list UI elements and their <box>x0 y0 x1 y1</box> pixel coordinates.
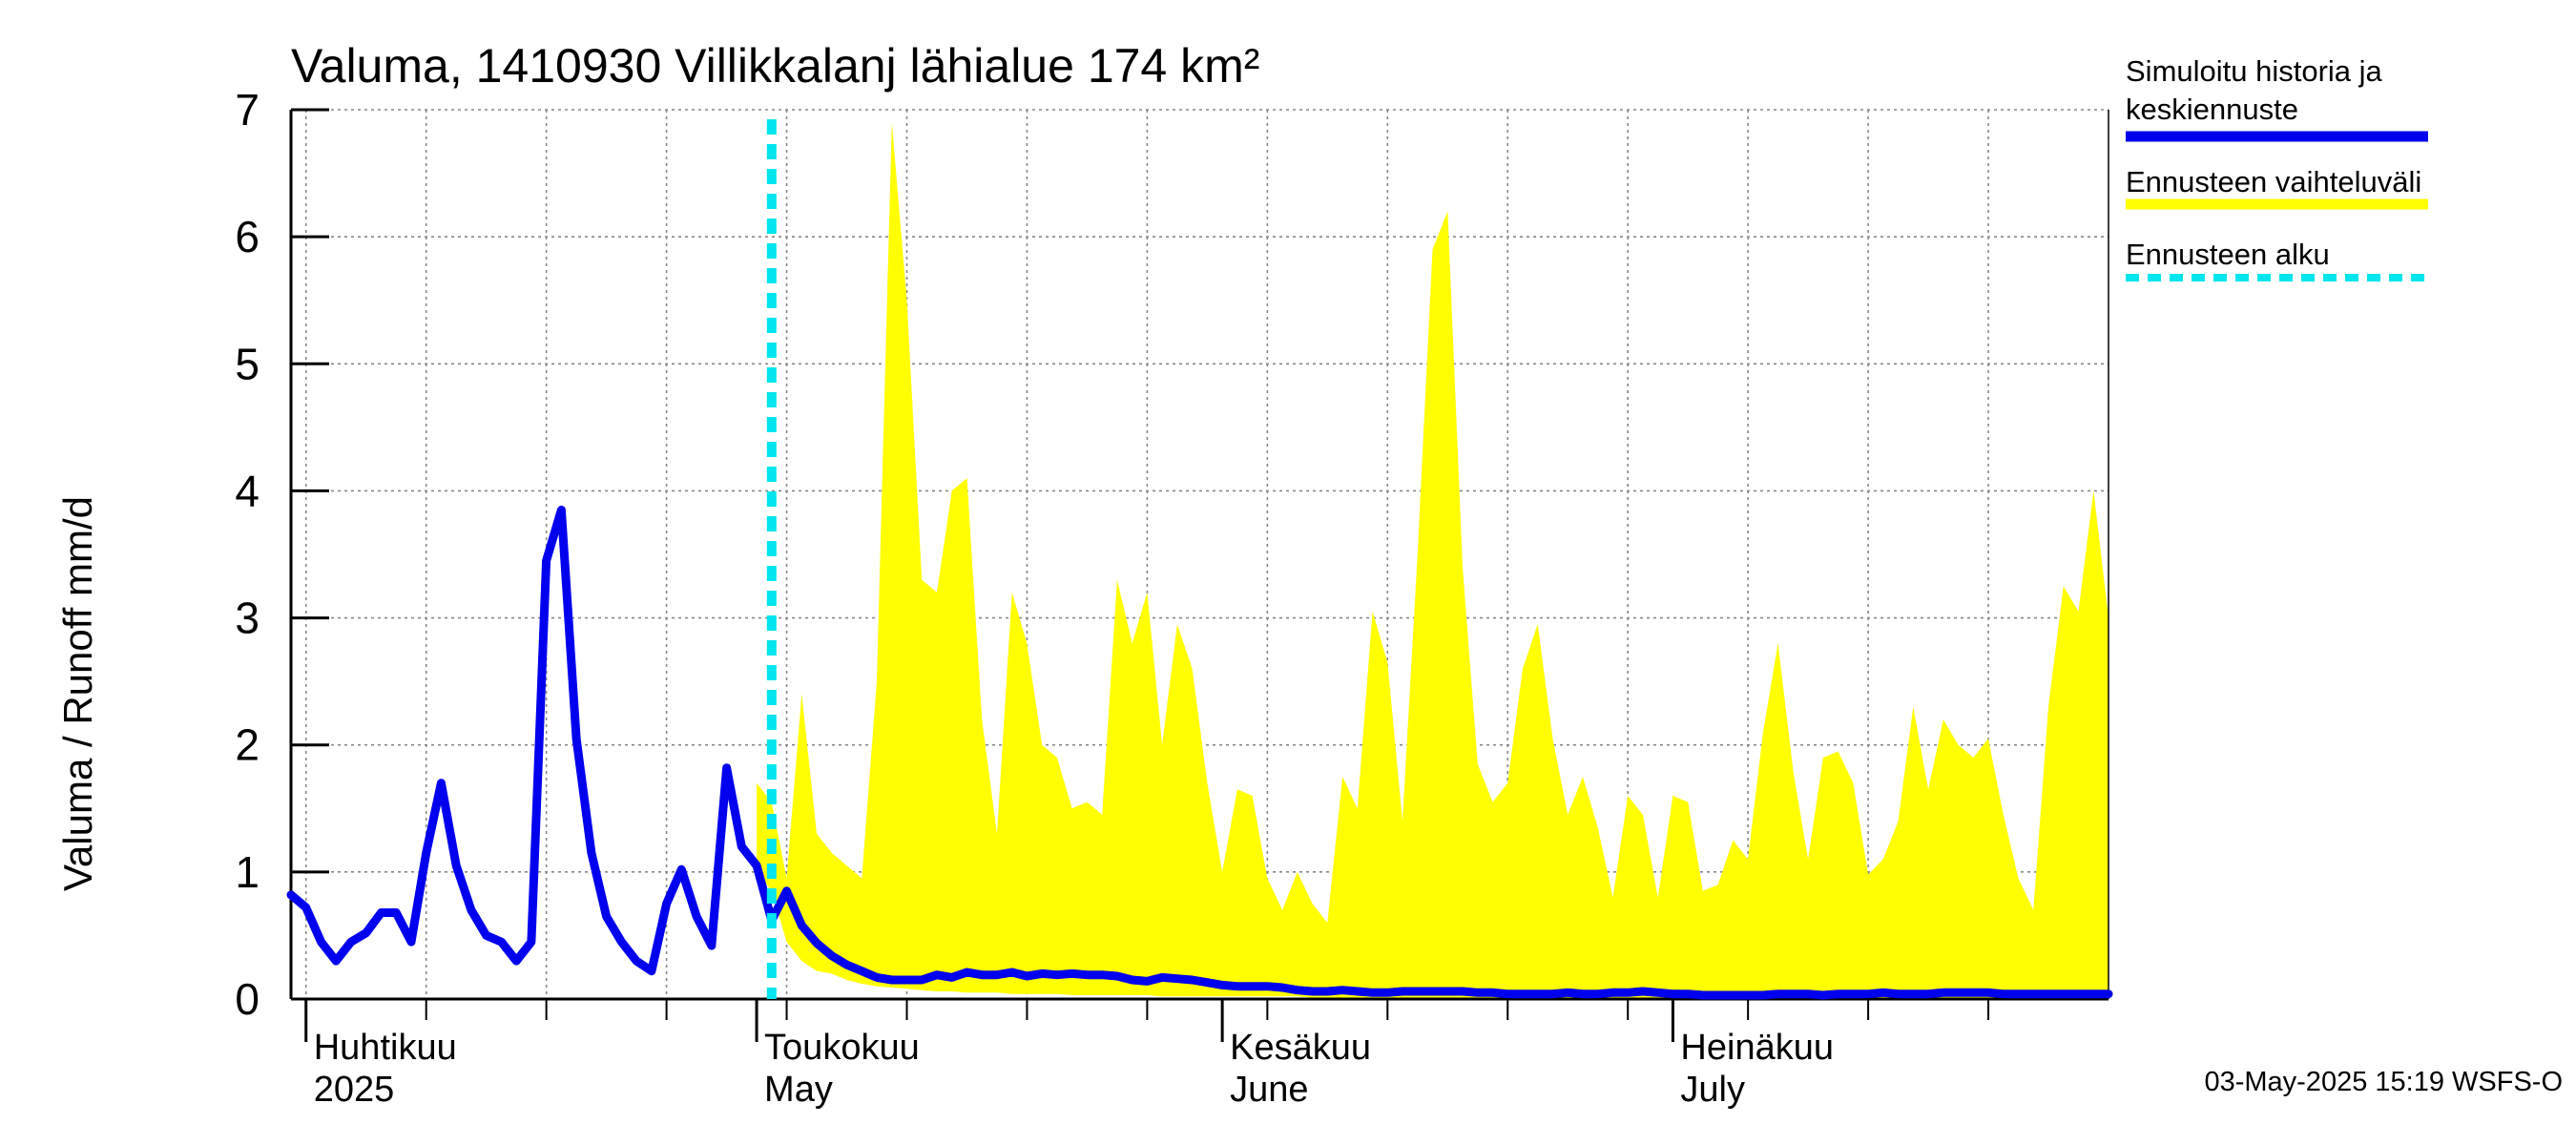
month-label-secondary: May <box>764 1070 833 1110</box>
y-tick-label: 5 <box>235 339 260 388</box>
y-tick-labels: 0 1 2 3 4 5 6 7 <box>235 85 260 1024</box>
month-label: Kesäkuu <box>1230 1028 1371 1068</box>
forecast-range-band <box>757 122 2109 998</box>
timestamp-footer: 03-May-2025 15:19 WSFS-O <box>2204 1067 2563 1097</box>
month-label-secondary: June <box>1230 1070 1308 1110</box>
month-label: Huhtikuu <box>314 1028 457 1068</box>
simulated-runoff-series <box>286 505 2113 1000</box>
y-tick-label: 3 <box>235 593 260 643</box>
y-tick-label: 2 <box>235 720 260 770</box>
legend-label: Ennusteen vaihteluväli <box>2126 165 2421 198</box>
y-axis-label: Valuma / Runoff mm/d <box>55 496 100 891</box>
legend: Simuloitu historia ja keskiennuste Ennuste… <box>2126 54 2428 281</box>
axes <box>289 108 2109 1042</box>
range-band-area <box>757 122 2109 998</box>
month-label: Heinäkuu <box>1680 1028 1834 1068</box>
y-tick-label: 4 <box>235 466 260 515</box>
month-label-secondary: 2025 <box>314 1070 395 1110</box>
y-tick-label: 0 <box>235 974 260 1024</box>
chart-title: Valuma, 1410930 Villikkalanj lähialue 17… <box>291 39 1259 93</box>
legend-label-line2: keskiennuste <box>2126 93 2298 126</box>
month-label-secondary: July <box>1680 1070 1745 1110</box>
month-label: Toukokuu <box>764 1028 920 1068</box>
legend-label: Ennusteen alku <box>2126 238 2330 271</box>
y-tick-label: 1 <box>235 847 260 897</box>
runoff-line <box>286 505 2113 1000</box>
legend-label: Simuloitu historia ja <box>2126 54 2383 88</box>
y-tick-label: 6 <box>235 212 260 261</box>
y-tick-label: 7 <box>235 85 260 135</box>
